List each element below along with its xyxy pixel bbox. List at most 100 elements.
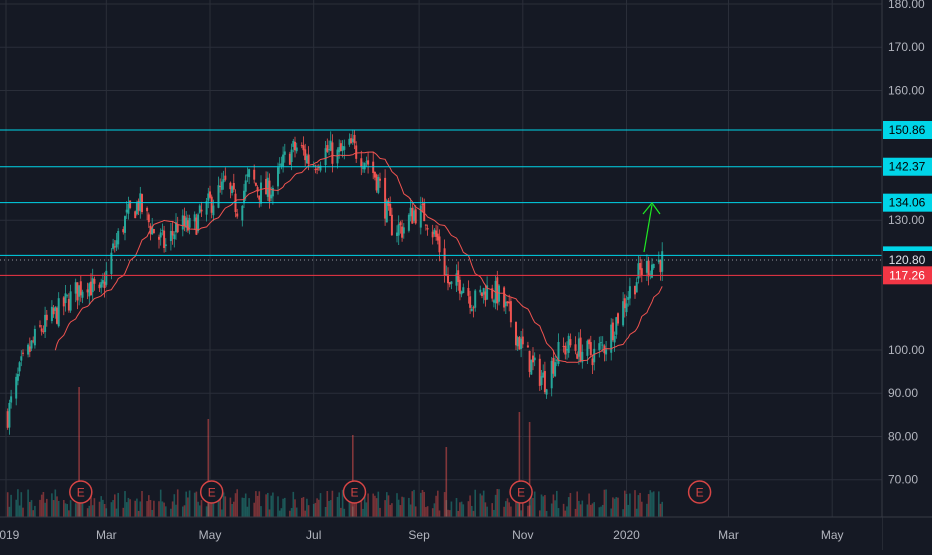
volume-bar — [457, 510, 459, 517]
volume-bar — [78, 387, 80, 517]
candle-body — [217, 185, 220, 208]
candle-body — [605, 349, 608, 355]
horizontal-levels[interactable] — [0, 129, 882, 276]
arrow-shaft[interactable] — [643, 204, 653, 253]
earnings-marker[interactable]: E — [509, 480, 533, 504]
candle-body — [152, 229, 155, 234]
volume-bar — [163, 502, 165, 517]
earnings-marker[interactable]: E — [687, 480, 712, 504]
volume-bar — [527, 505, 529, 517]
candle-body — [81, 291, 84, 298]
candle-body — [241, 205, 244, 221]
volume-bar — [649, 490, 652, 517]
volume-bar — [550, 503, 553, 517]
earnings-marker[interactable]: E — [342, 480, 367, 504]
time-axis[interactable] — [0, 517, 882, 550]
candle-body — [615, 317, 618, 335]
earnings-marker[interactable]: E — [69, 480, 93, 504]
candle-body — [627, 297, 630, 300]
volume-bar — [540, 494, 543, 517]
candle-body — [516, 337, 519, 347]
volume-bar — [86, 508, 89, 517]
volume-bar — [302, 497, 305, 517]
candle-body — [338, 147, 341, 153]
volume-bar — [158, 501, 160, 517]
candle-body — [460, 291, 463, 295]
candle-body — [481, 292, 483, 296]
volume-bar — [562, 503, 565, 517]
volume-bar — [316, 498, 318, 517]
candle-body — [32, 340, 35, 342]
volume-bar — [176, 489, 179, 517]
candle-body — [277, 167, 279, 187]
price-tick-label: 90.00 — [888, 386, 918, 400]
candle-body — [424, 224, 427, 226]
candle-body — [447, 274, 449, 284]
candle-body — [175, 222, 177, 233]
candle-body — [158, 236, 160, 240]
volume-bar — [171, 501, 174, 517]
volume-bar — [185, 491, 187, 517]
volume-bar — [474, 489, 476, 517]
earnings-marker[interactable]: E — [199, 480, 224, 504]
candle-body — [593, 348, 596, 363]
candle-body — [528, 350, 531, 372]
candle-body — [562, 346, 565, 348]
arrow-head[interactable] — [642, 202, 661, 215]
volume-bar — [129, 499, 131, 517]
candle-body — [586, 340, 589, 356]
volume-bar — [125, 502, 128, 517]
volume-bar — [528, 422, 531, 517]
candle-body — [243, 190, 245, 204]
volume-bar — [146, 501, 148, 517]
volume-bar — [506, 498, 509, 517]
candle-body — [448, 282, 451, 285]
candle-body — [159, 232, 162, 238]
volume-bar — [10, 494, 12, 517]
volume-bar — [472, 510, 475, 517]
volume-bar — [586, 504, 589, 517]
candle-body — [224, 175, 227, 180]
candle-body — [503, 287, 506, 308]
volume-bar — [581, 500, 584, 517]
volume-bar — [289, 510, 291, 517]
candle-body — [312, 165, 315, 167]
candle-body — [302, 145, 305, 151]
volume-bar — [338, 492, 340, 517]
volume-bar — [314, 502, 317, 517]
candle-body — [659, 260, 662, 273]
volume-bar — [481, 495, 483, 517]
earnings-circle — [342, 480, 367, 504]
volume-bar — [170, 508, 172, 517]
candle-body — [515, 321, 517, 346]
volume-bar — [627, 504, 629, 517]
candle-body — [288, 153, 291, 165]
candle-body — [69, 291, 72, 311]
volume-bar — [243, 497, 245, 517]
candle-body — [195, 217, 198, 235]
candle-body — [6, 411, 9, 428]
volume-bar — [401, 496, 403, 517]
volume-bar — [29, 501, 31, 517]
target-arrow[interactable] — [642, 202, 661, 253]
candle-body — [164, 244, 167, 247]
candle-body — [530, 359, 533, 375]
volume-bar — [127, 497, 130, 517]
volume-bar — [165, 506, 167, 517]
candle-body — [373, 171, 376, 178]
volume-bar — [102, 499, 104, 517]
volume-bar — [256, 495, 259, 517]
volume-bar — [209, 496, 211, 517]
candle-body — [508, 301, 511, 304]
candle-body — [433, 229, 436, 235]
volume-bar — [260, 506, 262, 517]
candle-body — [326, 145, 329, 152]
candle-body — [222, 179, 225, 183]
volume-bar — [352, 435, 354, 517]
volume-bar — [613, 498, 616, 517]
volume-bar — [74, 503, 77, 517]
volume-bar — [110, 502, 113, 517]
